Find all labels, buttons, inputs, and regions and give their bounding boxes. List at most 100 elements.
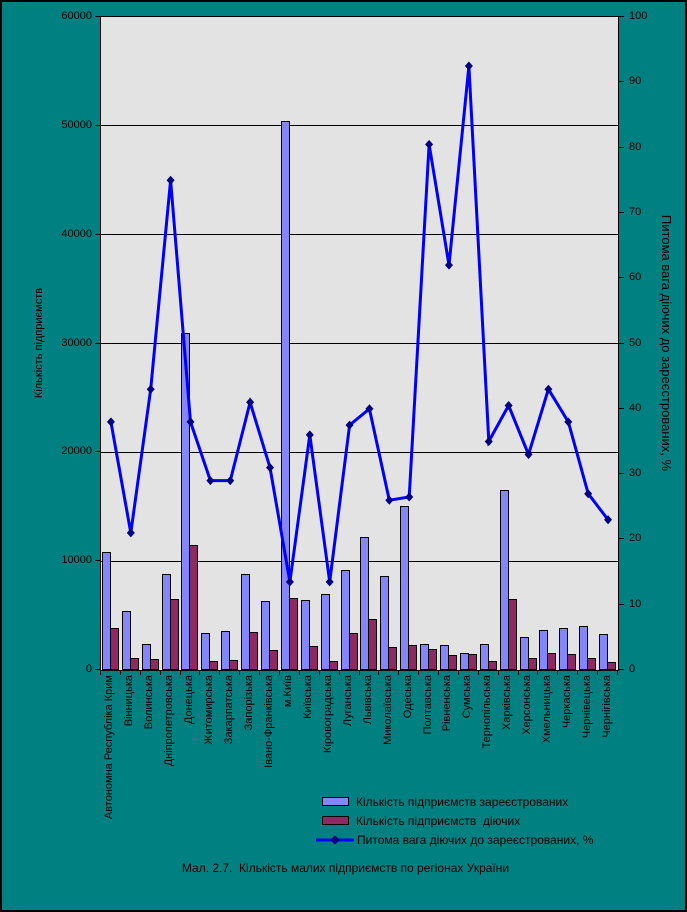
x-axis-label: Київська — [302, 675, 315, 719]
x-axis-tickmark — [478, 670, 479, 675]
right-axis-tickmark — [619, 473, 624, 475]
bar-registered — [380, 576, 389, 670]
line-point-marker — [484, 436, 493, 446]
line-point-marker — [544, 384, 553, 394]
line-point-marker — [266, 463, 275, 473]
bar-registered — [241, 574, 250, 670]
bar-registered — [281, 121, 290, 670]
bar-registered — [520, 637, 529, 670]
right-axis-tickmark — [619, 277, 624, 279]
x-axis-tickmark — [299, 670, 300, 675]
gridline — [101, 343, 618, 344]
left-axis-tick-label: 0 — [85, 663, 92, 675]
right-axis-tickmark — [619, 146, 624, 148]
x-axis-tickmark — [498, 670, 499, 675]
right-axis-tickmark — [619, 407, 624, 409]
x-axis-tickmark — [518, 670, 519, 675]
line-marker-swatch — [316, 835, 354, 844]
right-axis-tick-label: 70 — [629, 205, 642, 218]
right-axis-tickmark — [619, 211, 624, 213]
line-point-marker — [405, 492, 414, 502]
gridline — [101, 234, 618, 236]
line-point-marker — [285, 577, 294, 587]
legend-item-line: Питома вага діючих до зареєстрованих, % — [316, 832, 593, 847]
left-axis-tick-label: 40000 — [61, 227, 92, 240]
right-axis-tick-label: 30 — [629, 467, 642, 480]
x-axis-tickmark — [458, 670, 459, 675]
right-axis-tickmark — [619, 669, 624, 670]
bar-active — [508, 599, 517, 670]
right-axis-tick-label: 50 — [629, 336, 642, 349]
x-axis-label: Луганська — [342, 675, 355, 727]
right-axis-tick-label: 100 — [629, 10, 648, 22]
bar-active — [567, 654, 576, 670]
left-axis-tickmark — [95, 669, 100, 670]
line-point-marker — [126, 528, 135, 538]
bar-active — [408, 645, 417, 670]
x-axis-label: Дніпропетровська — [163, 675, 176, 767]
x-axis-label: Донецька — [182, 675, 195, 725]
x-axis-tickmark — [140, 670, 141, 675]
bar-registered — [261, 601, 270, 670]
line-point-marker — [325, 577, 334, 587]
left-axis-tick-label: 50000 — [61, 118, 92, 131]
x-axis-tickmark — [418, 670, 419, 675]
left-axis-tickmark — [95, 233, 100, 235]
line-point-marker — [524, 450, 533, 460]
x-axis-label: м.Київ — [282, 675, 295, 708]
percent-line-series — [106, 61, 613, 587]
bar-active — [150, 659, 159, 670]
x-axis-label: Чернівецька — [580, 675, 593, 739]
legend-item-registered: Кількість підприємств зареєстрованих — [322, 794, 568, 809]
bar-registered — [201, 633, 210, 670]
line-point-marker — [186, 417, 195, 427]
line-point-marker — [464, 61, 473, 71]
line-point-marker — [146, 384, 155, 394]
right-axis-tick-label: 80 — [629, 140, 642, 153]
bar-active — [269, 650, 278, 670]
x-axis-tickmark — [219, 670, 220, 675]
x-axis-tickmark — [160, 670, 161, 675]
line-point-marker — [385, 495, 394, 505]
bar-registered — [599, 634, 608, 670]
x-axis-tickmark — [339, 670, 340, 675]
x-axis-label: Миколаївська — [381, 675, 394, 745]
right-axis-tick-label: 10 — [629, 597, 642, 610]
x-axis-tickmark — [597, 670, 598, 675]
left-axis-tickmark — [95, 342, 100, 344]
bar-active — [170, 599, 179, 670]
chart-caption: Мал. 2.7. Кількість малих підприємств по… — [181, 861, 510, 875]
plot-layer — [101, 17, 618, 670]
legend-label: Кількість підприємств зареєстрованих — [356, 794, 569, 809]
gridline — [101, 560, 618, 562]
bar-active — [110, 628, 119, 670]
bar-registered — [559, 628, 568, 670]
bar-active — [329, 661, 338, 670]
x-axis-label: Житомирська — [202, 675, 215, 745]
x-axis-label: Хмельницька — [540, 675, 553, 744]
x-axis-tickmark — [100, 670, 101, 675]
bar-registered — [181, 333, 190, 670]
x-axis-tickmark — [319, 670, 320, 675]
bar-registered — [539, 630, 548, 670]
x-axis-label: Полтавська — [421, 675, 434, 735]
bar-active — [249, 632, 258, 670]
left-axis-tickmark — [95, 451, 100, 453]
plot-area — [100, 16, 619, 671]
right-axis-tick-label: 0 — [629, 663, 636, 675]
bar-registered — [480, 644, 489, 670]
x-axis-label: Волинська — [143, 675, 156, 730]
left-axis-tickmark — [95, 16, 100, 17]
x-axis-tickmark — [180, 670, 181, 675]
bar-registered — [122, 611, 131, 670]
line-point-marker — [425, 139, 434, 149]
x-axis-label: Одеська — [401, 675, 414, 719]
left-axis-tick-label: 20000 — [61, 445, 92, 458]
legend-item-active: Кількість підприємств діючих — [322, 813, 520, 828]
x-axis-tickmark — [359, 670, 360, 675]
x-axis-tickmark — [438, 670, 439, 675]
bar-active — [448, 655, 457, 670]
x-axis-label: Черкаська — [560, 675, 573, 729]
bar-active — [388, 647, 397, 670]
gridline — [101, 125, 618, 127]
